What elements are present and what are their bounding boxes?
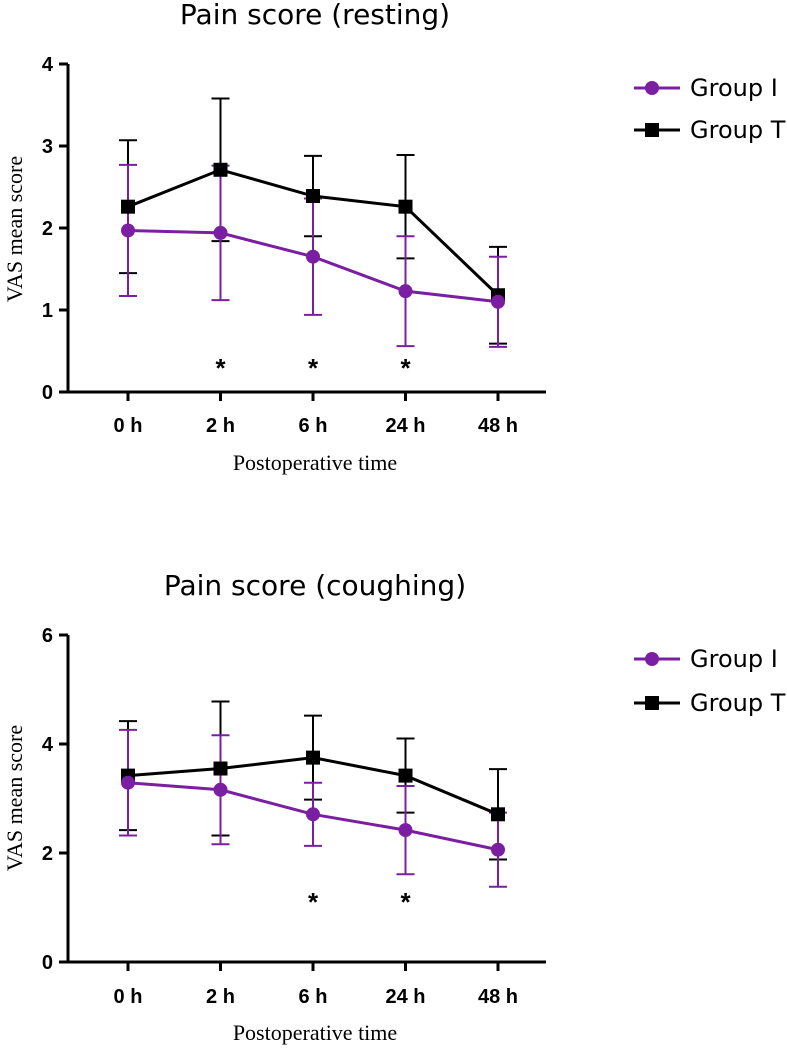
y-axis-label: VAS mean score: [2, 156, 27, 302]
y-tick-label: 0: [42, 382, 53, 404]
y-tick-label: 2: [42, 843, 53, 865]
point-group-i: [398, 823, 413, 838]
legend-marker-group-i: [645, 652, 659, 666]
legend-label-group-t: Group T: [690, 689, 786, 717]
x-axis-label: Postoperative time: [233, 1020, 397, 1045]
chart-resting: Pain score (resting) VAS mean score Post…: [2, 0, 786, 475]
point-group-t: [306, 750, 320, 765]
point-group-t: [491, 807, 505, 822]
x-tick-label: 6 h: [299, 986, 328, 1008]
x-axis-label: Postoperative time: [233, 450, 397, 475]
significance-markers: * * *: [215, 353, 411, 383]
point-group-i: [121, 775, 135, 790]
legend-marker-group-t: [645, 696, 659, 710]
point-group-i: [306, 249, 320, 264]
data-points: [121, 750, 505, 857]
legend: Group I Group T: [634, 74, 786, 144]
point-group-t: [306, 189, 320, 204]
x-tick-label: 48 h: [478, 986, 518, 1008]
legend-label-group-i: Group I: [690, 645, 778, 673]
significance-star: *: [400, 887, 411, 917]
error-bars: [119, 97, 507, 348]
x-tick-label: 6 h: [299, 415, 328, 437]
point-group-i: [306, 807, 320, 822]
significance-star: *: [400, 353, 411, 383]
chart-coughing: Pain score (coughing) VAS mean score Pos…: [2, 569, 786, 1045]
point-group-t: [213, 162, 228, 177]
significance-star: *: [308, 887, 319, 917]
x-tick-label: 2 h: [206, 986, 235, 1008]
y-tick-label: 1: [42, 300, 53, 322]
point-group-i: [491, 842, 505, 857]
x-tick-label: 48 h: [478, 415, 518, 437]
significance-markers: * *: [308, 887, 412, 917]
chart-title: Pain score (resting): [180, 0, 450, 31]
point-group-i: [213, 782, 228, 797]
point-group-t: [121, 199, 135, 214]
y-tick-label: 4: [42, 734, 54, 756]
y-tick-label: 0: [42, 952, 53, 974]
y-axis-label: VAS mean score: [2, 725, 27, 871]
chart-title: Pain score (coughing): [164, 569, 466, 602]
x-tick-label: 24 h: [385, 986, 425, 1008]
point-group-i: [121, 223, 135, 238]
legend-label-group-i: Group I: [690, 74, 778, 102]
x-tick-label: 2 h: [206, 415, 235, 437]
point-group-i: [213, 225, 228, 240]
axes: 0 2 4 6 0 h 2 h 6 h 24 h 48 h: [42, 625, 546, 1008]
point-group-t: [213, 761, 228, 776]
data-points: [121, 162, 505, 309]
significance-star: *: [308, 353, 319, 383]
significance-star: *: [215, 353, 226, 383]
point-group-i: [491, 294, 505, 309]
point-group-t: [398, 768, 413, 783]
axes: 0 1 2 3 4 0 h 2 h 6 h 24 h 48 h: [42, 54, 546, 437]
x-tick-label: 0 h: [114, 986, 143, 1008]
y-tick-label: 3: [42, 136, 53, 158]
legend-marker-group-i: [645, 81, 659, 95]
legend-label-group-t: Group T: [690, 116, 786, 144]
y-tick-label: 2: [42, 218, 53, 240]
y-tick-label: 4: [42, 54, 54, 76]
x-tick-label: 24 h: [385, 415, 425, 437]
x-tick-label: 0 h: [114, 415, 143, 437]
legend-marker-group-t: [645, 123, 659, 137]
legend: Group I Group T: [634, 645, 786, 717]
point-group-i: [398, 284, 413, 299]
point-group-t: [398, 199, 413, 214]
y-tick-label: 6: [42, 625, 53, 647]
